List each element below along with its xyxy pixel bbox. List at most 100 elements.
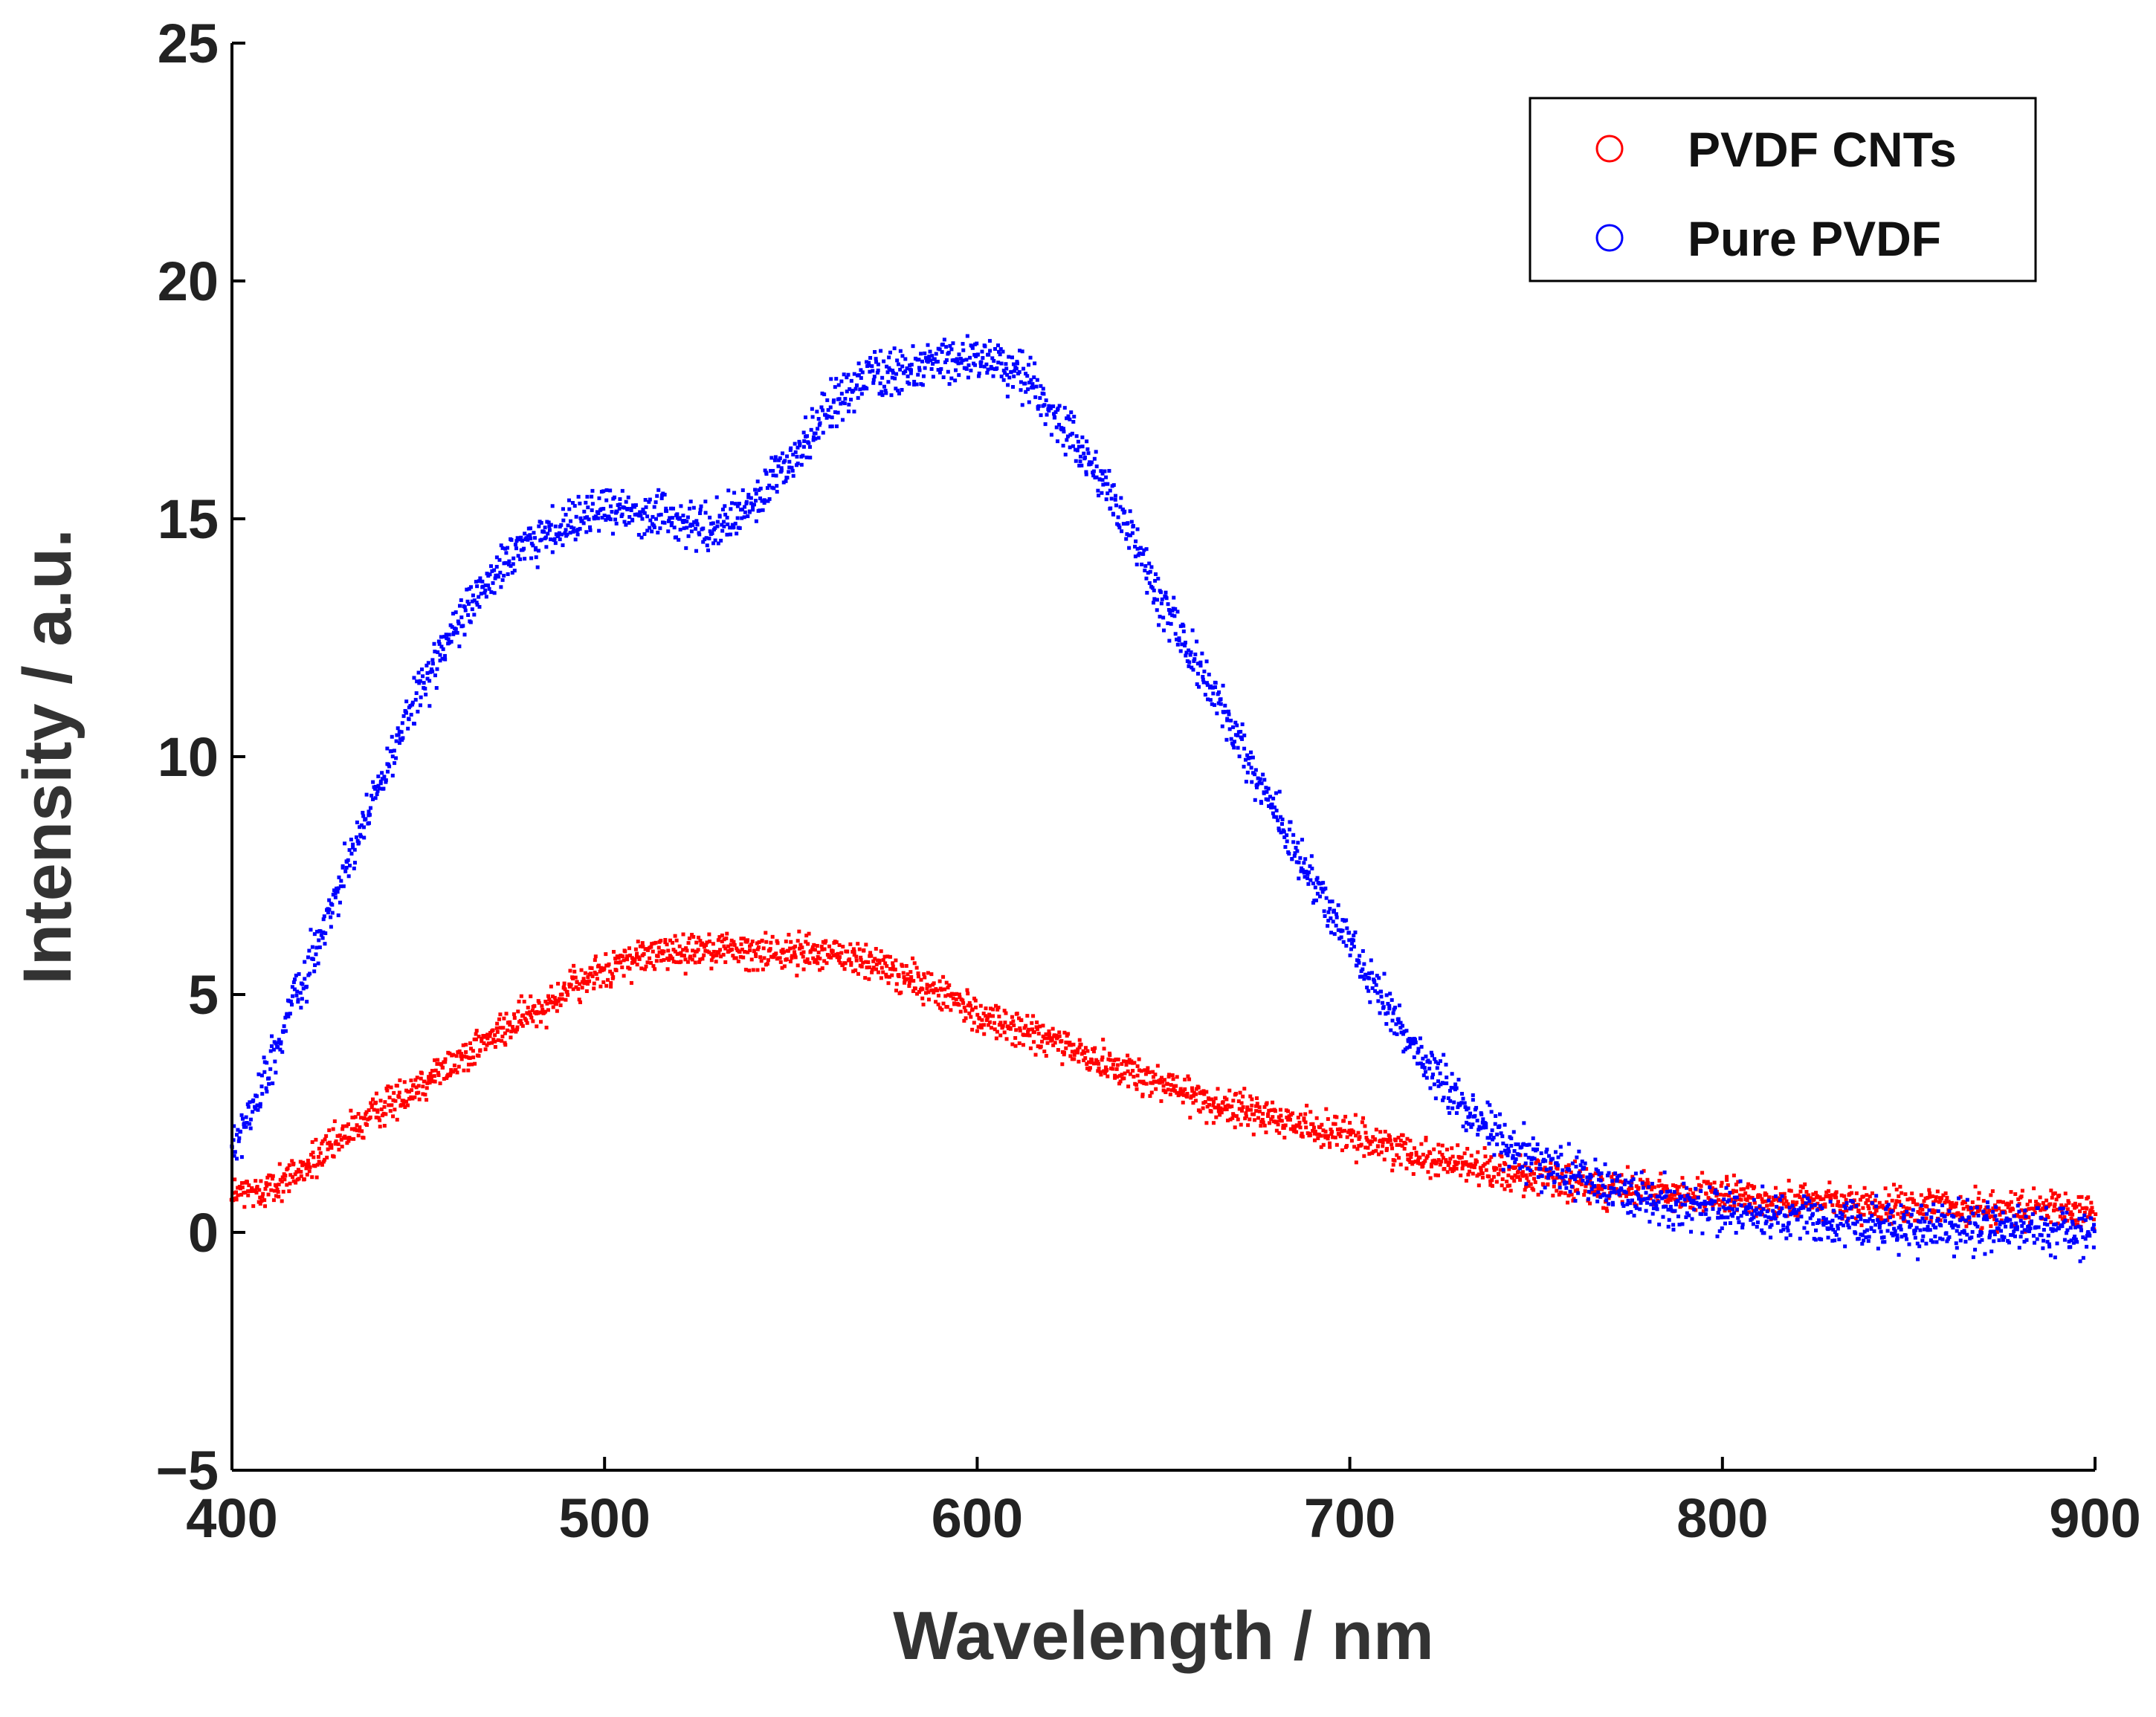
data-point (613, 495, 617, 499)
data-point (404, 711, 409, 715)
data-point (414, 691, 419, 696)
data-point (692, 954, 697, 958)
data-point (1837, 1215, 1842, 1220)
data-point (1137, 1068, 1141, 1073)
data-point (331, 1127, 335, 1131)
data-point (291, 1161, 296, 1165)
data-point (1531, 1136, 1535, 1140)
data-point (1137, 1057, 1141, 1061)
data-point (1170, 608, 1175, 612)
data-point (1231, 725, 1236, 729)
data-point (1530, 1156, 1534, 1160)
data-point (564, 997, 568, 1002)
data-point (1621, 1201, 1625, 1206)
data-point (890, 973, 894, 977)
data-point (1192, 659, 1196, 663)
data-point (934, 352, 938, 356)
data-point (515, 1027, 520, 1032)
data-point (926, 990, 931, 995)
data-point (438, 653, 442, 657)
data-point (610, 531, 615, 536)
data-point (1017, 1041, 1021, 1046)
data-point (1569, 1184, 1574, 1189)
data-point (967, 1000, 972, 1005)
data-point (926, 360, 930, 364)
data-point (258, 1201, 262, 1206)
data-point (236, 1186, 240, 1190)
data-point (1297, 860, 1301, 864)
data-point (1551, 1175, 1555, 1180)
data-point (1352, 934, 1356, 938)
data-point (804, 940, 808, 944)
data-point (1917, 1244, 1922, 1249)
data-point (1404, 1141, 1408, 1145)
data-point (851, 947, 856, 951)
data-point (970, 346, 975, 350)
data-point (246, 1193, 251, 1197)
data-point (1054, 425, 1059, 430)
data-point (908, 363, 912, 367)
data-point (906, 972, 910, 977)
data-point (1739, 1187, 1743, 1191)
data-point (1047, 408, 1051, 413)
data-point (554, 532, 558, 537)
data-point (1203, 1100, 1207, 1105)
data-point (739, 942, 743, 946)
data-point (530, 1009, 535, 1013)
data-point (367, 821, 371, 825)
data-point (1261, 772, 1265, 777)
data-point (773, 455, 778, 459)
data-point (1254, 1104, 1259, 1108)
data-point (492, 568, 497, 572)
data-point (567, 498, 571, 502)
data-point (495, 1029, 500, 1034)
data-point (1227, 727, 1232, 731)
data-point (470, 1062, 474, 1067)
data-point (1295, 849, 1300, 853)
data-point (1446, 1096, 1450, 1100)
data-point (1438, 1150, 1442, 1154)
data-point (1464, 1160, 1468, 1164)
data-point (1650, 1185, 1654, 1189)
data-point (1847, 1191, 1852, 1196)
data-point (1317, 894, 1322, 899)
data-point (572, 526, 576, 531)
data-point (1045, 1041, 1050, 1045)
data-point (1803, 1182, 1807, 1186)
data-point (1610, 1203, 1615, 1207)
data-point (1786, 1202, 1790, 1206)
data-point (1842, 1223, 1846, 1228)
data-point (274, 1194, 278, 1198)
data-point (1895, 1237, 1900, 1241)
data-point (1830, 1218, 1835, 1223)
data-point (2013, 1223, 2017, 1228)
data-point (1296, 841, 1300, 845)
data-point (1098, 1070, 1103, 1074)
data-point (1152, 597, 1157, 601)
data-point (1311, 901, 1316, 905)
data-point (575, 532, 580, 537)
data-point (1727, 1193, 1731, 1197)
data-point (1172, 595, 1176, 600)
data-point (1165, 1081, 1169, 1086)
data-point (1302, 861, 1306, 865)
data-point (861, 387, 865, 391)
data-point (355, 1128, 359, 1133)
data-point (2016, 1197, 2021, 1201)
data-point (425, 676, 430, 681)
data-point (1734, 1183, 1738, 1187)
data-point (1453, 1160, 1457, 1164)
data-point (1184, 653, 1188, 658)
data-point (1555, 1161, 1559, 1165)
data-point (1853, 1216, 1858, 1220)
data-point (1446, 1163, 1450, 1167)
data-point (856, 971, 860, 976)
data-point (485, 572, 489, 576)
data-point (1882, 1240, 1887, 1244)
data-point (946, 369, 950, 374)
data-point (1074, 434, 1079, 439)
data-point (1819, 1238, 1824, 1242)
data-point (1166, 1075, 1171, 1079)
data-point (1676, 1199, 1680, 1203)
data-point (816, 950, 821, 954)
